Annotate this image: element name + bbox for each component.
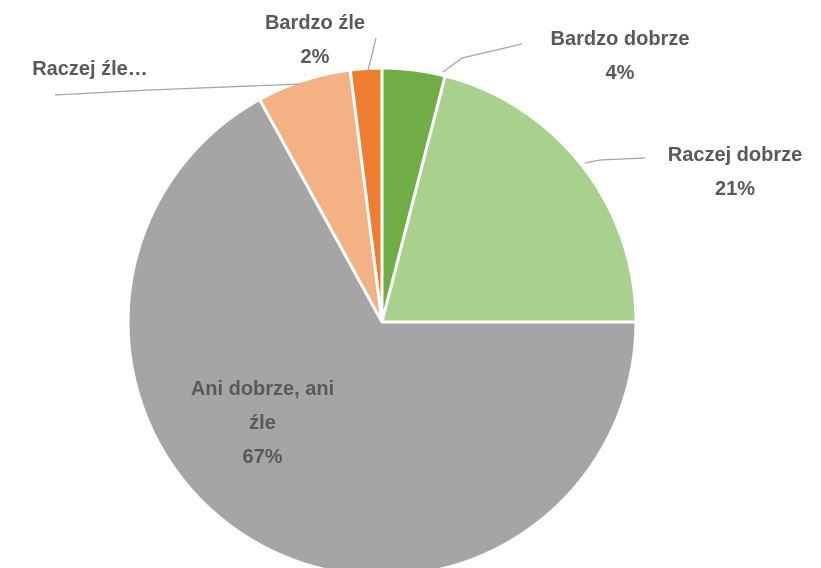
label-box: Bardzo źle 2% [230, 6, 400, 74]
label-box: Raczej dobrze 21% [640, 138, 821, 206]
data-label: Bardzo dobrze 4% [530, 22, 710, 90]
data-label: Bardzo źle 2% [230, 6, 400, 74]
leader-line [54, 83, 301, 96]
label-box: Ani dobrze, ani źle 67% [175, 372, 350, 474]
label-box: Bardzo dobrze 4% [530, 22, 710, 90]
pie-slice [348, 66, 384, 323]
label-box: Raczej źle… [0, 52, 180, 86]
pie-slice [126, 97, 638, 568]
leader-line [584, 157, 646, 164]
pie-slice [380, 74, 638, 324]
leader-line [442, 43, 523, 73]
value-label: 2% [300, 46, 330, 68]
category-label: Bardzo dobrze [550, 28, 690, 50]
category-label: Raczej dobrze [667, 144, 803, 166]
leader-line [367, 37, 377, 71]
data-label: Raczej źle… [0, 52, 180, 86]
data-label: Ani dobrze, ani źle 67% [175, 372, 350, 474]
value-label: 21% [714, 178, 756, 200]
category-label: Raczej źle… [32, 58, 148, 80]
value-label: 67% [242, 446, 283, 468]
value-label: 4% [605, 62, 635, 84]
category-label: Ani dobrze, ani źle [190, 378, 335, 434]
data-label: Raczej dobrze 21% [640, 138, 821, 206]
category-label: Bardzo źle [264, 12, 366, 34]
